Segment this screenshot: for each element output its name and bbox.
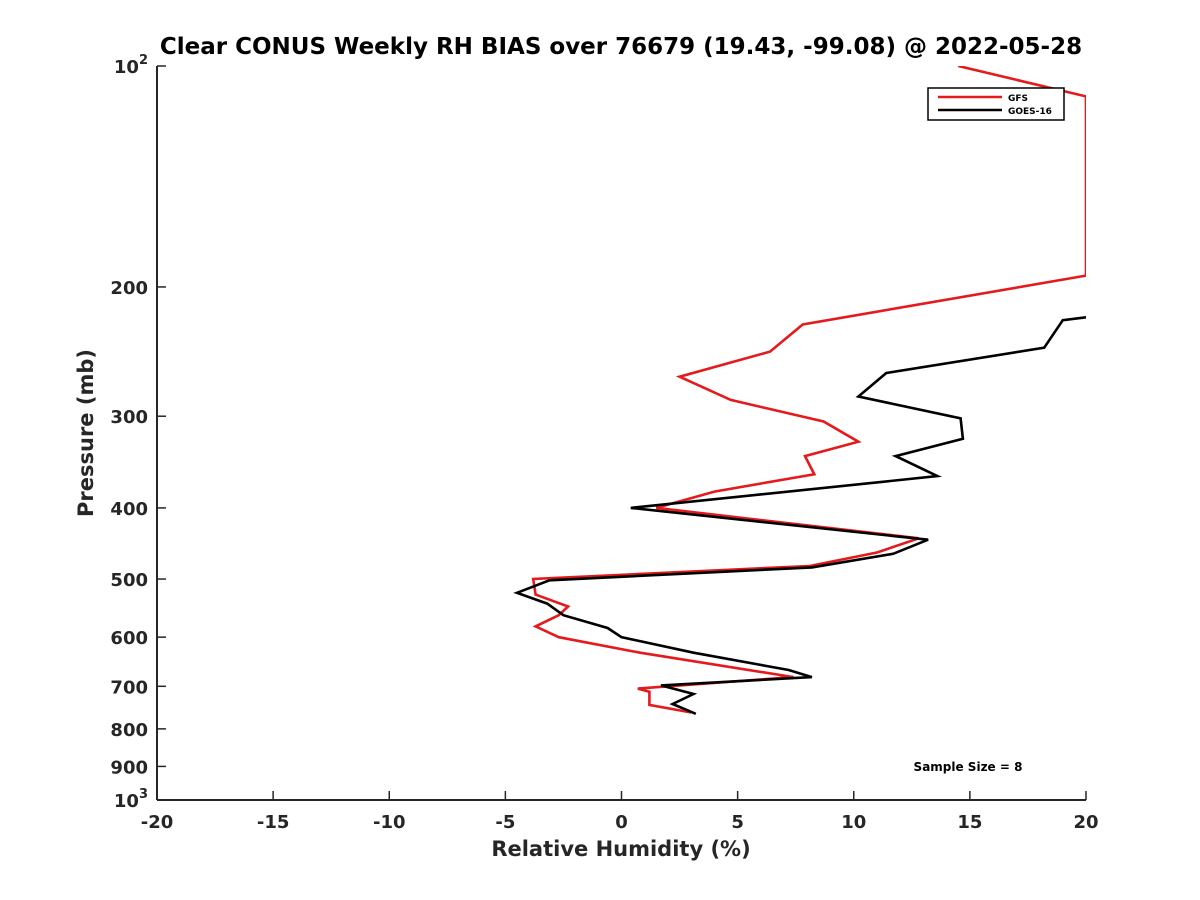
y-tick-label: 300 <box>110 407 148 428</box>
y-tick-base: 300 <box>110 407 148 428</box>
x-tick-label: 15 <box>957 812 982 833</box>
x-ticks: -20 -15 -10 -5 0 5 10 15 20 <box>141 791 1099 833</box>
series-line-gfs <box>531 66 1086 714</box>
plot-area: -20 -15 -10 -5 0 5 10 15 20 10220030040050060070… <box>110 53 1098 833</box>
y-axis-label: Pressure (mb) <box>74 349 98 517</box>
y-tick-exponent: 2 <box>139 53 148 68</box>
y-tick-label: 200 <box>110 278 148 299</box>
y-tick-label: 900 <box>110 757 148 778</box>
y-tick-label: 800 <box>110 720 148 741</box>
x-tick-label: 10 <box>841 812 866 833</box>
y-tick-label: 103 <box>114 787 148 812</box>
y-tick-base: 500 <box>110 570 148 591</box>
y-tick-base: 900 <box>110 757 148 778</box>
y-tick-base: 10 <box>114 791 139 812</box>
x-tick-label: 5 <box>731 812 744 833</box>
y-tick-base: 200 <box>110 278 148 299</box>
y-tick-base: 600 <box>110 628 148 649</box>
x-tick-label: -5 <box>495 812 515 833</box>
y-tick-base: 700 <box>110 677 148 698</box>
y-tick-exponent: 3 <box>139 787 148 802</box>
y-tick-base: 10 <box>114 57 139 78</box>
x-axis-label: Relative Humidity (%) <box>491 837 750 861</box>
x-tick-label: -15 <box>257 812 290 833</box>
legend-label-gfs: GFS <box>1008 94 1028 104</box>
y-tick-base: 800 <box>110 720 148 741</box>
y-tick-label: 400 <box>110 499 148 520</box>
series-line-goes-16 <box>513 316 1086 715</box>
legend-label-goes16: GOES-16 <box>1008 107 1052 117</box>
legend: GFS GOES-16 <box>927 87 1065 121</box>
x-tick-label: 20 <box>1073 812 1098 833</box>
y-tick-label: 600 <box>110 628 148 649</box>
y-tick-base: 400 <box>110 499 148 520</box>
x-tick-label: 0 <box>615 812 628 833</box>
y-tick-label: 500 <box>110 570 148 591</box>
series-layer <box>513 66 1086 715</box>
x-tick-label: -10 <box>373 812 406 833</box>
legend-box <box>927 87 1065 121</box>
sample-size-annotation: Sample Size = 8 <box>914 760 1023 774</box>
x-tick-label: -20 <box>141 812 174 833</box>
y-tick-label: 700 <box>110 677 148 698</box>
y-tick-label: 102 <box>114 53 148 78</box>
chart-title: Clear CONUS Weekly RH BIAS over 76679 (1… <box>160 34 1082 60</box>
